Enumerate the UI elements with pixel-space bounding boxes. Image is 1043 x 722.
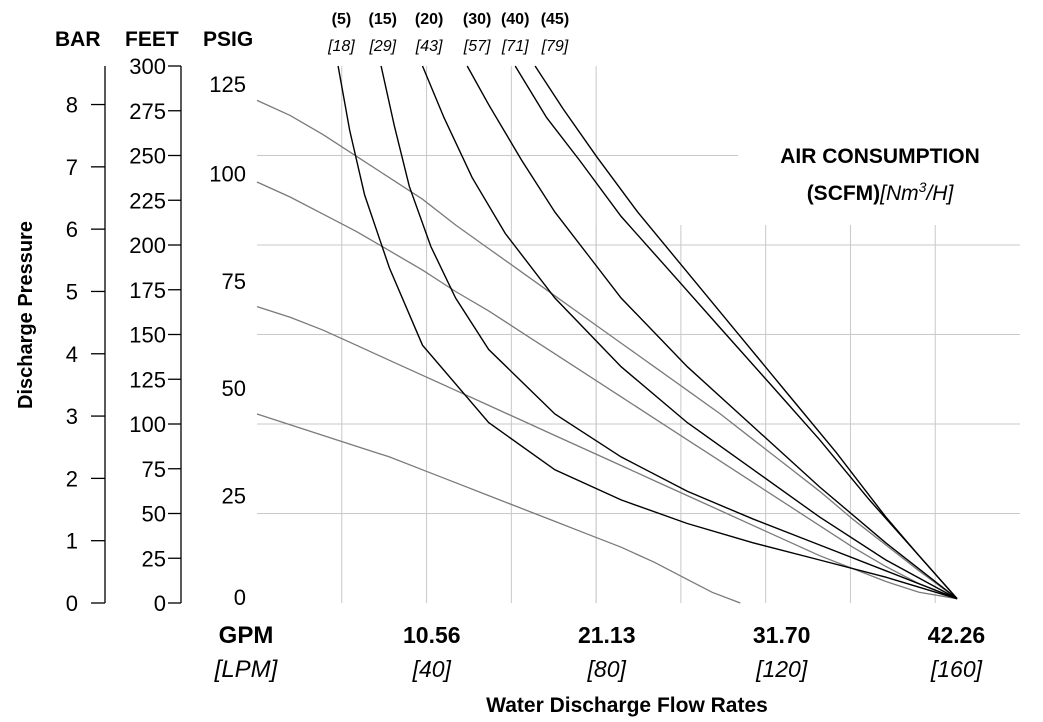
air-consumption-alt-label: [57] <box>463 38 491 55</box>
air-consumption-label: (20) <box>415 11 443 28</box>
psig-tick-label: 125 <box>209 72 246 97</box>
psig-tick-label: 100 <box>209 161 246 186</box>
air-consumption-alt-label: [79] <box>541 38 569 55</box>
feet-tick-label: 50 <box>142 502 166 527</box>
bar-tick-label: 7 <box>66 155 78 180</box>
x-tick-label: 21.13 <box>578 622 636 648</box>
x-tick-alt-label: [120] <box>755 656 808 682</box>
air-consumption-curve <box>534 65 958 600</box>
air-consumption-curve <box>380 65 958 600</box>
y-axis-title: Discharge Pressure <box>15 221 37 409</box>
x-tick-alt-label: [40] <box>412 656 452 682</box>
bar-tick-label: 5 <box>66 279 78 304</box>
feet-axis: 0 25 50 75 100 125 150 175 200 225 250 275 300 <box>129 54 181 616</box>
bar-axis: 0 1 2 3 4 5 6 7 8 <box>66 93 105 616</box>
pressure-curve <box>256 181 958 600</box>
pressure-curve <box>256 305 958 600</box>
feet-tick-label: 25 <box>142 546 166 571</box>
feet-tick-label: 150 <box>129 323 166 348</box>
x-tick-alt-label: [80] <box>587 656 627 682</box>
x-unit-lpm: [LPM] <box>214 656 279 683</box>
legend-units: (SCFM)[Nm3/H] <box>807 179 955 205</box>
pressure-curves <box>256 99 958 604</box>
bar-tick-label: 2 <box>66 466 78 491</box>
air-consumption-label: (40) <box>501 11 529 28</box>
air-consumption-curve <box>337 65 958 600</box>
legend-background <box>738 130 1020 216</box>
air-consumption-label: (30) <box>463 11 491 28</box>
bar-tick-label: 8 <box>66 93 78 118</box>
psig-tick-label: 75 <box>222 269 246 294</box>
bar-tick-label: 3 <box>66 404 78 429</box>
bar-tick-label: 6 <box>66 217 78 242</box>
feet-tick-label: 75 <box>142 457 166 482</box>
legend-unit-sup: 3 <box>919 179 927 195</box>
air-consumption-curve <box>514 65 958 600</box>
feet-axis-header: FEET <box>125 28 179 51</box>
air-consumption-curve <box>466 65 958 600</box>
air-consumption-labels: (5) [18] (15) [29] (20) [43] (30) [57] (40) [71] (… <box>327 11 569 55</box>
psig-tick-label: 25 <box>222 484 246 509</box>
psig-axis-header: PSIG <box>203 28 253 51</box>
air-consumption-curve <box>421 65 958 600</box>
x-tick-label: 10.56 <box>403 622 461 648</box>
x-axis: 10.56 [40] 21.13 [80] 31.70 [120] 42.26 [160] <box>403 622 985 682</box>
psig-axis: 0 25 50 75 100 125 <box>209 72 246 610</box>
legend-unit-nm: [Nm <box>879 182 919 205</box>
feet-tick-label: 0 <box>154 591 166 616</box>
psig-tick-label: 50 <box>222 376 246 401</box>
legend-unit-scfm: (SCFM) <box>807 182 880 205</box>
bar-tick-label: 4 <box>66 342 78 367</box>
x-tick-label: 31.70 <box>753 622 811 648</box>
feet-tick-label: 100 <box>129 412 166 437</box>
feet-tick-label: 250 <box>129 144 166 169</box>
air-consumption-alt-label: [71] <box>501 38 529 55</box>
x-tick-alt-label: [160] <box>930 656 983 682</box>
feet-tick-label: 225 <box>129 188 166 213</box>
legend-unit-h: /H] <box>924 182 954 205</box>
feet-tick-label: 200 <box>129 233 166 258</box>
air-consumption-curves <box>337 65 958 600</box>
feet-tick-label: 300 <box>129 54 166 79</box>
x-tick-label: 42.26 <box>928 622 986 648</box>
x-axis-title: Water Discharge Flow Rates <box>486 694 768 717</box>
bar-tick-label: 0 <box>66 591 78 616</box>
feet-tick-label: 125 <box>129 367 166 392</box>
feet-tick-label: 175 <box>129 278 166 303</box>
bar-tick-label: 1 <box>66 529 78 554</box>
air-consumption-label: (45) <box>541 11 569 28</box>
air-consumption-alt-label: [43] <box>415 38 443 55</box>
air-consumption-label: (5) <box>332 11 352 28</box>
legend-title: AIR CONSUMPTION <box>780 145 980 168</box>
air-consumption-alt-label: [29] <box>368 38 396 55</box>
pressure-curve <box>256 99 958 600</box>
psig-tick-label: 0 <box>234 585 246 610</box>
feet-tick-label: 275 <box>129 99 166 124</box>
air-consumption-alt-label: [18] <box>327 38 355 55</box>
pressure-curve <box>256 413 741 604</box>
bar-axis-header: BAR <box>55 28 101 51</box>
x-unit-gpm: GPM <box>219 622 274 649</box>
air-consumption-label: (15) <box>369 11 397 28</box>
